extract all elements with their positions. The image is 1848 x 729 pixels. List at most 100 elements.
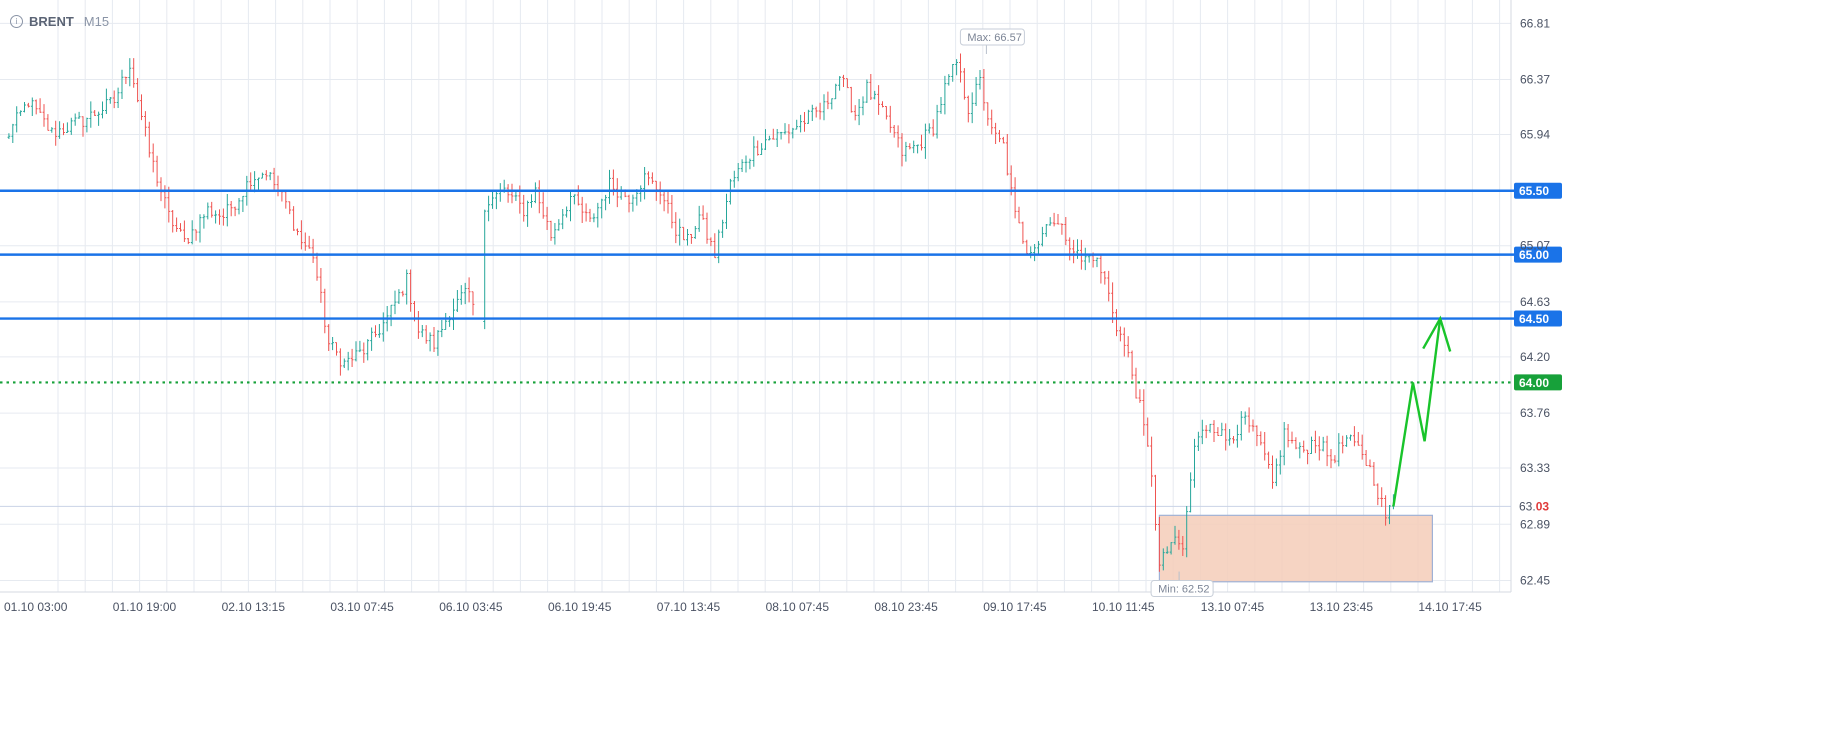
ohlc-bar xyxy=(11,123,15,144)
ohlc-bar xyxy=(912,140,916,154)
ohlc-bar xyxy=(331,336,334,351)
ohlc-bar xyxy=(225,194,229,227)
ohlc-bar xyxy=(1259,431,1263,446)
ohlc-bar xyxy=(1302,440,1306,453)
min-callout-box xyxy=(1150,580,1214,598)
ohlc-bar xyxy=(495,190,498,210)
ohlc-bar xyxy=(584,203,588,222)
ohlc-bar xyxy=(62,123,65,136)
ohlc-bar xyxy=(1052,212,1056,227)
ohlc-bar xyxy=(7,133,11,139)
ohlc-bar xyxy=(66,122,69,134)
ohlc-bar xyxy=(1317,436,1321,461)
ohlc-bar xyxy=(1005,133,1009,176)
ohlc-bar xyxy=(498,183,502,202)
ohlc-bar xyxy=(389,304,393,327)
ohlc-bar xyxy=(1150,436,1153,487)
ohlc-bar xyxy=(128,58,132,87)
ohlc-bar xyxy=(69,117,73,135)
ohlc-bar xyxy=(319,268,323,303)
ohlc-bar xyxy=(23,102,26,113)
ohlc-bar xyxy=(877,85,880,115)
ohlc-bar xyxy=(1278,450,1282,475)
ohlc-bar xyxy=(1349,434,1352,441)
ohlc-bar xyxy=(186,238,190,245)
ohlc-bar xyxy=(1345,435,1348,447)
ohlc-bar xyxy=(970,92,974,124)
ohlc-bar xyxy=(557,219,561,231)
x-tick-label: 10.10 11:45 xyxy=(1092,600,1155,614)
ohlc-bar xyxy=(27,102,30,108)
ohlc-bar xyxy=(853,105,857,121)
ohlc-bar xyxy=(857,98,861,126)
ohlc-bar xyxy=(1364,449,1368,467)
level-badge-label: 65.00 xyxy=(1519,248,1549,262)
ohlc-bar xyxy=(701,205,705,220)
ohlc-bar xyxy=(116,87,120,108)
ohlc-bar xyxy=(678,218,682,246)
ohlc-bar xyxy=(467,277,471,303)
x-tick-label: 01.10 19:00 xyxy=(113,600,177,614)
ohlc-bar xyxy=(838,76,841,91)
x-tick-label: 14.10 17:45 xyxy=(1418,600,1482,614)
ohlc-bar xyxy=(896,125,900,148)
ohlc-bar xyxy=(1197,431,1200,451)
ohlc-bar xyxy=(846,78,849,89)
y-tick-label: 66.81 xyxy=(1520,16,1550,30)
ohlc-bar xyxy=(904,141,908,162)
y-tick-label: 63.76 xyxy=(1520,406,1550,420)
ohlc-bar xyxy=(1275,458,1278,487)
x-tick-label: 13.10 07:45 xyxy=(1201,600,1265,614)
ohlc-bar xyxy=(775,129,779,147)
ohlc-bar xyxy=(900,133,904,167)
ohlc-bar xyxy=(1002,136,1005,144)
min-label: Min: 62.52 xyxy=(1158,584,1209,596)
ohlc-bar xyxy=(1376,483,1380,506)
ohlc-bar xyxy=(1189,472,1192,513)
ohlc-bar xyxy=(756,140,760,156)
ohlc-bar xyxy=(1122,327,1126,357)
ohlc-bar xyxy=(534,182,537,204)
ohlc-bar xyxy=(1044,224,1048,237)
ohlc-bar xyxy=(190,220,194,245)
ohlc-bar xyxy=(690,233,693,244)
ohlc-bar xyxy=(1251,419,1255,432)
ohlc-bar xyxy=(974,76,978,107)
timeframe-label[interactable]: M15 xyxy=(83,14,110,29)
ohlc-bar xyxy=(998,129,1001,143)
info-icon[interactable]: i xyxy=(10,15,23,28)
ohlc-bar xyxy=(565,206,568,218)
ohlc-bar xyxy=(1380,487,1384,507)
ohlc-bar xyxy=(73,113,77,126)
ohlc-bar xyxy=(276,175,280,197)
ohlc-bar xyxy=(459,285,463,305)
ohlc-bar xyxy=(253,171,256,193)
ohlc-bar xyxy=(771,128,775,140)
ohlc-bar xyxy=(420,325,424,338)
ohlc-bar xyxy=(580,196,584,223)
ohlc-bar xyxy=(1290,431,1294,444)
ohlc-bar xyxy=(198,214,202,243)
ohlc-bar xyxy=(569,190,572,222)
ohlc-bar xyxy=(1321,436,1325,452)
ohlc-bar xyxy=(814,106,818,118)
ohlc-bar xyxy=(463,282,467,305)
ohlc-bar xyxy=(596,202,600,228)
ohlc-bar xyxy=(943,75,947,115)
ohlc-bar xyxy=(1368,459,1372,468)
ohlc-bar xyxy=(296,228,299,236)
ohlc-bar xyxy=(752,136,756,167)
ohlc-bar xyxy=(881,101,884,108)
ohlc-bar xyxy=(1048,217,1052,226)
y-tick-label: 64.63 xyxy=(1520,295,1550,309)
ohlc-bar xyxy=(1271,455,1274,489)
ohlc-bar xyxy=(264,170,268,181)
ohlc-bar xyxy=(19,110,22,117)
ohlc-bar xyxy=(573,194,576,205)
ohlc-bar xyxy=(194,229,198,241)
ohlc-bar xyxy=(144,111,147,137)
ohlc-bar xyxy=(600,198,604,219)
ohlc-bar xyxy=(1360,434,1364,460)
